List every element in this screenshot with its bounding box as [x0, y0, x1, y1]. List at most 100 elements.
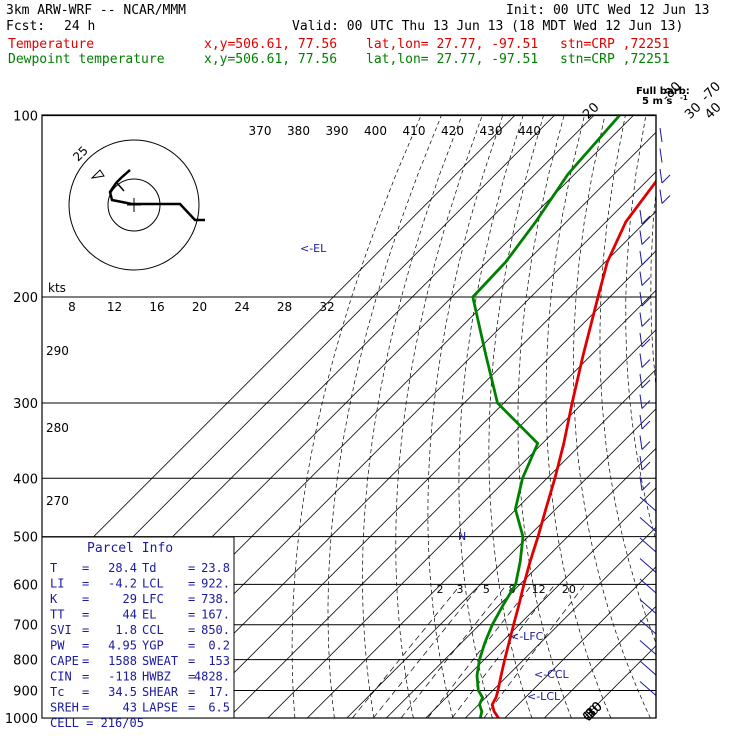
theta-e-label: 380: [287, 124, 310, 138]
parcel-equals: =: [188, 623, 195, 637]
isotherm-label: -60: [738, 79, 740, 105]
wind-barb-staff: [639, 250, 643, 266]
wind-barb-flag: [641, 400, 651, 409]
parcel-key: LFC: [142, 592, 164, 606]
parcel-cell: CELL = 216/05: [50, 716, 144, 730]
wind-barb-staff: [639, 599, 657, 614]
hodo-speed-label: 28: [277, 300, 292, 314]
isotherm-label: -70: [698, 79, 724, 105]
pressure-tick-label: 100: [13, 110, 38, 125]
dewpoint-station: stn=CRP ,72251: [560, 52, 670, 67]
wind-barb-staff: [639, 271, 643, 286]
wind-barb-flag: [641, 359, 651, 368]
wind-barb-staff: [639, 681, 657, 696]
parcel-key: EL: [142, 608, 156, 622]
el-marker: <-EL: [300, 242, 327, 255]
pressure-tick-label: 700: [13, 619, 38, 634]
parcel-key: CCL: [142, 623, 164, 637]
wind-barb-staff: [639, 332, 643, 348]
isotherm-line: [228, 289, 656, 718]
dewpoint-location: x,y=506.61, 77.56: [204, 52, 338, 67]
hodograph-ring-label: 25: [70, 143, 91, 164]
theta-e-label: 370: [249, 124, 272, 138]
parcel-key: LCL: [142, 577, 164, 591]
hodo-speed-label: 24: [234, 300, 249, 314]
pressure-tick-label: 400: [13, 472, 38, 487]
wind-barb-flag: [641, 420, 651, 430]
pressure-tick-label: 500: [13, 531, 38, 546]
parcel-equals: =: [82, 685, 89, 699]
parcel-equals: =: [82, 577, 89, 591]
parcel-equals: =: [82, 639, 89, 653]
parcel-equals: =: [82, 608, 89, 622]
wind-barb-staff: [639, 230, 643, 245]
parcel-info-title: Parcel Info: [87, 541, 173, 556]
dry-adiabat-line: [517, 115, 572, 718]
parcel-value: 23.8: [201, 561, 230, 575]
isotherm-line: [42, 115, 515, 589]
wind-barb-flag: [641, 338, 651, 348]
wind-barb-staff: [639, 558, 657, 573]
init-time: Init: 00 UTC Wed 12 Jun 13: [506, 3, 710, 18]
pressure-tick-label: 300: [13, 397, 38, 412]
dry-adiabat-label: 280: [46, 421, 69, 435]
hodo-speed-label: 32: [319, 300, 334, 314]
parcel-value: 167.: [201, 608, 230, 622]
parcel-value: 850.: [201, 623, 230, 637]
parcel-value: 1588: [108, 654, 137, 668]
wind-barb-flag: [641, 297, 651, 307]
wind-barb-flag: [641, 482, 651, 491]
parcel-value: 1.8: [115, 623, 137, 637]
pressure-tick-label: 800: [13, 654, 38, 669]
parcel-value: 153: [208, 654, 230, 668]
temperature-location: x,y=506.61, 77.56: [204, 37, 338, 52]
parcel-key: T: [50, 561, 57, 575]
parcel-equals: =: [188, 670, 195, 684]
parcel-value: 4828.: [194, 670, 230, 684]
parcel-info-panel: [41, 536, 235, 719]
wind-barb-staff: [639, 435, 643, 450]
parcel-value: 738.: [201, 592, 230, 606]
mixing-ratio-label: 3: [457, 583, 464, 596]
isotherm-line: [346, 408, 656, 718]
pressure-tick-label: 600: [13, 578, 38, 593]
isotherm-line: [307, 368, 656, 718]
wind-barb-staff: [659, 168, 663, 184]
parcel-key: SVI: [50, 623, 72, 637]
lcl-marker: <-LCL: [527, 690, 561, 703]
isotherm-line: [504, 566, 656, 718]
parcel-key: CAPE: [50, 654, 79, 668]
pressure-tick-label: 1000: [5, 712, 38, 727]
parcel-value: 6.5: [208, 701, 230, 715]
theta-e-label: 410: [403, 124, 426, 138]
isotherm-label: 40: [702, 100, 724, 122]
parcel-key: TT: [50, 608, 64, 622]
wind-barb-staff: [639, 373, 643, 389]
wind-barb-flag: [641, 256, 651, 266]
mixing-ratio-line: [373, 584, 481, 718]
isotherm-line: [544, 605, 656, 718]
mixing-ratio-label: 20: [562, 583, 576, 596]
wind-barb-staff: [639, 476, 643, 491]
hodo-speed-label: 12: [107, 300, 122, 314]
wind-barb-staff: [659, 127, 663, 143]
parcel-value: 34.5: [108, 685, 137, 699]
forecast-hour: 24 h: [64, 19, 96, 34]
theta-e-label: 390: [326, 124, 349, 138]
dry-adiabat-line: [458, 115, 524, 718]
theta-e-label: 420: [441, 124, 464, 138]
dry-adiabat-line: [699, 116, 740, 718]
storm-motion-tick: [116, 182, 125, 192]
parcel-key: Tc: [50, 685, 64, 699]
wind-barb-flag: [641, 318, 651, 327]
parcel-value: 29: [123, 592, 137, 606]
wind-barbs: [639, 127, 671, 696]
parcel-key: CIN: [50, 670, 72, 684]
wind-barb-staff: [639, 517, 657, 532]
parcel-equals: =: [82, 670, 89, 684]
wind-barb-flag: [641, 461, 651, 471]
wind-barb-staff: [639, 394, 643, 409]
valid-time: Valid: 00 UTC Thu 13 Jun 13 (18 MDT Wed …: [292, 19, 684, 34]
parcel-value: 28.4: [108, 561, 137, 575]
level-markers: <-EL <-LFC <-CCL <-LCL N: [300, 242, 570, 703]
